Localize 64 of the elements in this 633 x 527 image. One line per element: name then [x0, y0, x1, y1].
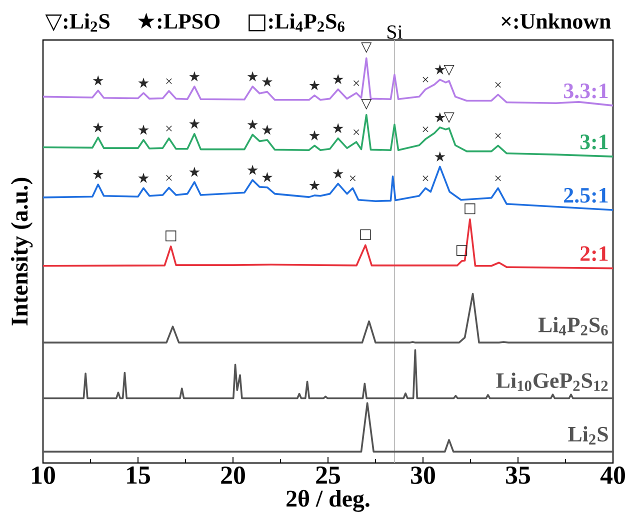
- x-axis-title: 2θ / deg.: [286, 490, 370, 512]
- series-label: 2.5:1: [564, 188, 608, 203]
- text: □:Li$_{4}$P$_{2}$S$_{6}$: [248, 13, 344, 32]
- annotation: ★: [138, 78, 149, 88]
- annotation: ★: [332, 168, 344, 178]
- annotation: ×: [422, 175, 428, 182]
- annotation: ×: [495, 82, 501, 88]
- annotation: ★: [262, 172, 273, 182]
- ref-line-label: Si: [388, 25, 402, 39]
- x-tick-label: 30: [411, 466, 435, 484]
- annotation: ▽: [361, 98, 372, 110]
- annotation: ×: [353, 80, 360, 86]
- annotation: ★: [309, 130, 320, 140]
- annotation: ▽: [444, 64, 454, 76]
- annotation: ★: [309, 80, 320, 90]
- text: ×:Unknown: [502, 13, 611, 29]
- annotation: ×: [495, 132, 501, 139]
- annotation: ×: [495, 175, 501, 182]
- annotation: ×: [166, 78, 172, 84]
- annotation: ▽: [361, 42, 372, 54]
- y-axis-title: Intensity (a.u.): [10, 178, 33, 326]
- annotation: ★: [247, 119, 258, 130]
- series-label: 2:1: [580, 246, 608, 262]
- annotation: □: [464, 203, 476, 214]
- x-tick-label: 40: [600, 466, 625, 484]
- annotation: ★: [92, 75, 104, 86]
- annotation: ×: [353, 129, 360, 136]
- x-tick-label: 25: [316, 466, 340, 484]
- series-label: Li$_{2}$S: [568, 426, 608, 444]
- annotation: ×: [166, 175, 172, 181]
- x-tick-label: 10: [32, 466, 55, 484]
- annotation: ▽: [444, 112, 454, 124]
- annotation: ★: [189, 118, 200, 129]
- annotation: ★: [189, 71, 200, 82]
- annotation: ★: [434, 151, 446, 162]
- annotation: ★: [92, 169, 104, 180]
- series-label: 3:1: [580, 134, 608, 150]
- annotation: ★: [309, 180, 320, 190]
- series-label: Li$_{4}$P$_{2}$S$_{6}$: [538, 316, 608, 336]
- x-tick-label: 20: [221, 466, 245, 484]
- annotation: ★: [434, 112, 446, 122]
- annotation: ×: [166, 126, 172, 132]
- annotation: ★: [247, 71, 258, 82]
- annotation: ★: [138, 124, 149, 135]
- annotation: ★: [332, 123, 344, 134]
- annotation: ★: [262, 76, 273, 87]
- annotation: ★: [92, 122, 104, 132]
- annotation: □: [166, 230, 176, 242]
- annotation: ★: [189, 166, 200, 177]
- annotation: ★: [138, 172, 149, 183]
- annotation: ★: [434, 64, 446, 74]
- x-tick-label: 15: [127, 466, 150, 484]
- text: ★:LPSO: [138, 12, 220, 29]
- annotation: ×: [422, 76, 428, 82]
- annotation: ×: [350, 175, 356, 182]
- annotation: ★: [247, 164, 258, 175]
- annotation: ★: [262, 124, 273, 135]
- annotation: □: [360, 229, 371, 240]
- series-label: 3.3:1: [564, 84, 608, 98]
- x-tick-label: 35: [506, 466, 530, 484]
- annotation: ★: [332, 74, 344, 84]
- series-label: Li$_{10}$GeP$_{2}$S$_{12}$: [496, 372, 608, 392]
- annotation: ×: [422, 126, 428, 132]
- text: ▽:Li$_{2}$S: [45, 13, 110, 32]
